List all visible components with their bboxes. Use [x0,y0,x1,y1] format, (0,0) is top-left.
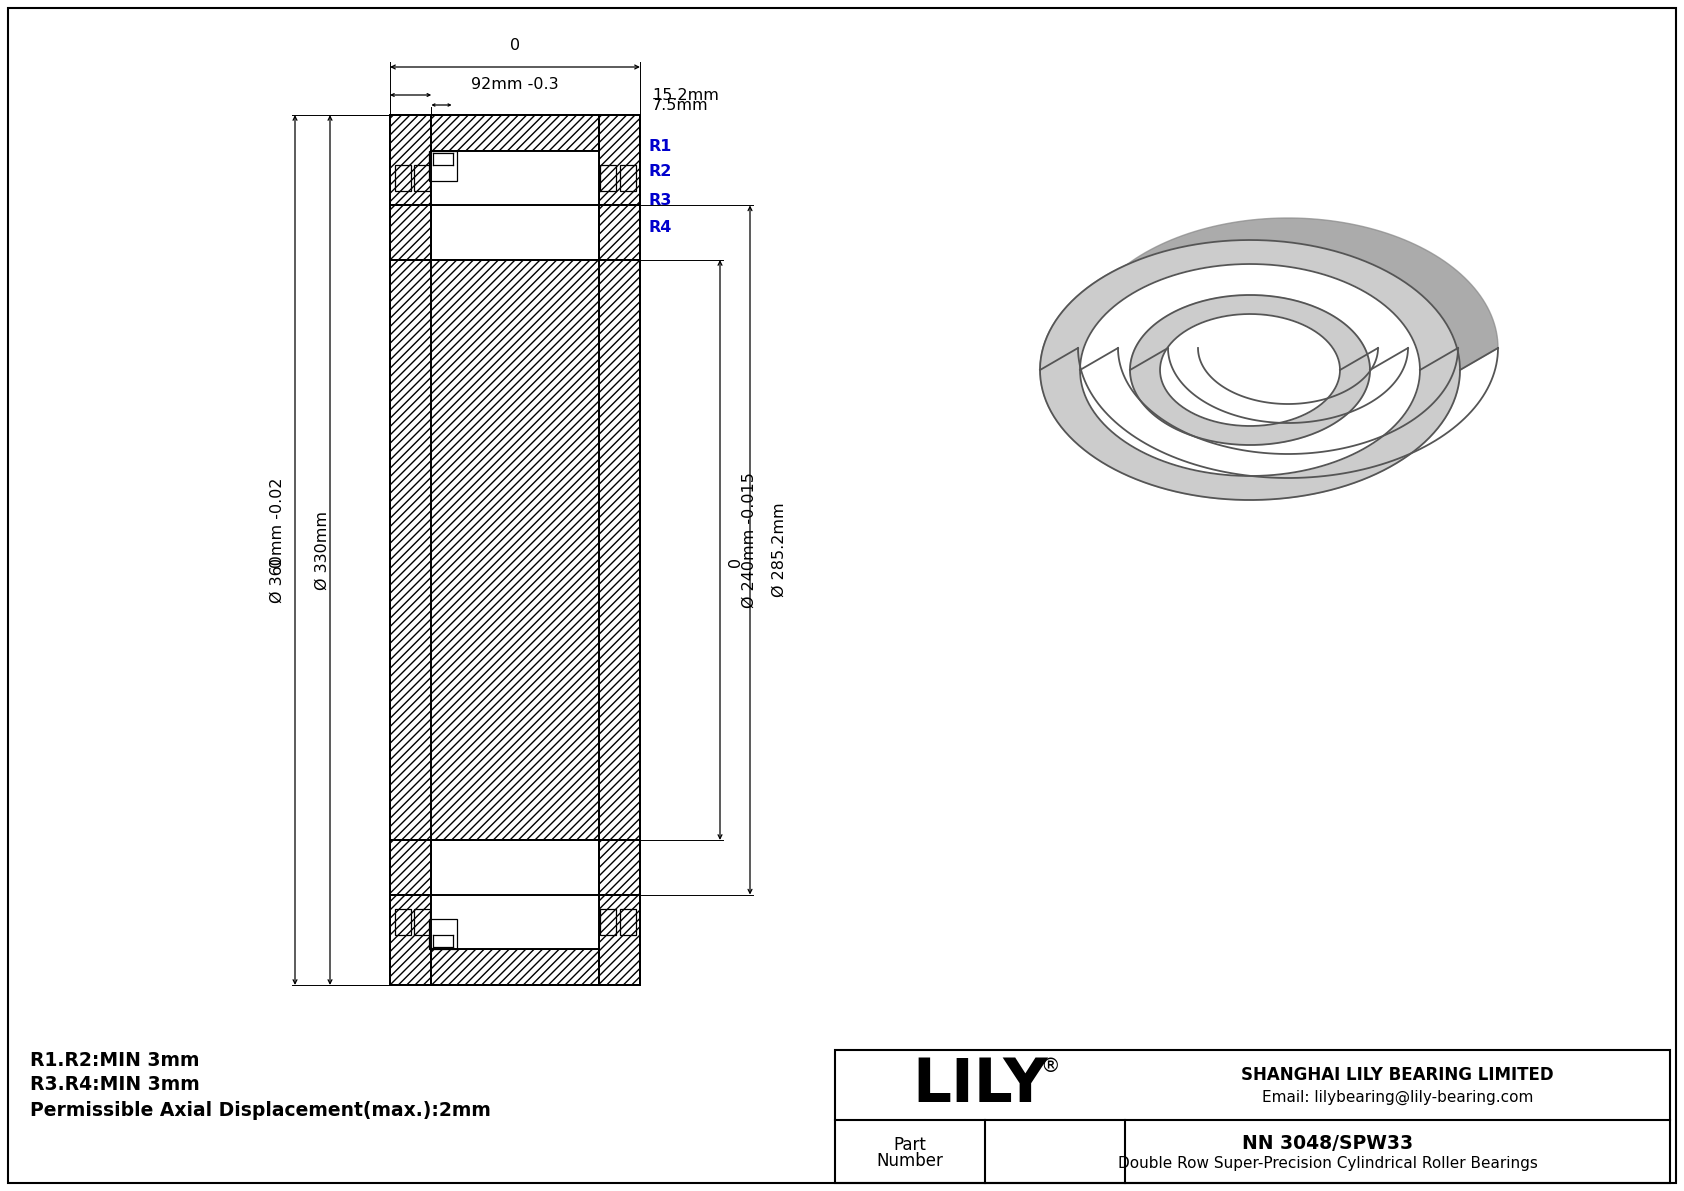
Text: R3: R3 [648,193,672,208]
Polygon shape [431,116,600,151]
Polygon shape [396,909,411,935]
Polygon shape [391,116,431,985]
Text: 92mm -0.3: 92mm -0.3 [472,77,559,92]
Polygon shape [1079,264,1420,476]
Text: 15.2mm: 15.2mm [652,87,719,102]
Text: 0: 0 [269,557,285,567]
Polygon shape [429,151,458,181]
Text: SHANGHAI LILY BEARING LIMITED: SHANGHAI LILY BEARING LIMITED [1241,1066,1554,1084]
Text: Number: Number [877,1153,943,1171]
Polygon shape [600,205,640,260]
Polygon shape [620,909,637,935]
Text: 0: 0 [510,38,520,54]
Polygon shape [600,116,640,985]
Polygon shape [1041,241,1460,500]
Polygon shape [391,840,431,894]
Text: R1.R2:MIN 3mm: R1.R2:MIN 3mm [30,1050,199,1070]
Text: Ø 360mm -0.02: Ø 360mm -0.02 [269,478,285,603]
Text: 7.5mm: 7.5mm [652,98,709,112]
Text: Ø 330mm: Ø 330mm [315,511,330,590]
Text: Double Row Super-Precision Cylindrical Roller Bearings: Double Row Super-Precision Cylindrical R… [1118,1156,1537,1171]
Text: R1: R1 [648,138,672,154]
Polygon shape [431,949,600,985]
Text: Ø 240mm -0.015: Ø 240mm -0.015 [743,472,758,607]
Polygon shape [414,909,429,935]
Text: Permissible Axial Displacement(max.):2mm: Permissible Axial Displacement(max.):2mm [30,1100,490,1120]
Text: ®: ® [1041,1058,1059,1077]
Text: NN 3048/SPW33: NN 3048/SPW33 [1241,1134,1413,1153]
Text: R2: R2 [648,163,672,179]
Polygon shape [431,151,461,205]
Polygon shape [1160,314,1340,426]
Polygon shape [600,166,616,192]
Polygon shape [391,205,431,260]
Polygon shape [391,260,640,840]
Text: LILY: LILY [913,1055,1047,1115]
Polygon shape [431,151,600,949]
Polygon shape [414,166,429,192]
Polygon shape [396,166,411,192]
Polygon shape [600,909,616,935]
Text: Ø 285.2mm: Ø 285.2mm [771,503,786,598]
Polygon shape [620,166,637,192]
Polygon shape [1041,218,1499,370]
Polygon shape [600,840,640,894]
Text: Email: lilybearing@lily-bearing.com: Email: lilybearing@lily-bearing.com [1261,1090,1532,1104]
Text: R4: R4 [648,220,672,235]
Polygon shape [1130,295,1371,445]
Polygon shape [429,919,458,949]
Text: R3.R4:MIN 3mm: R3.R4:MIN 3mm [30,1075,200,1095]
Text: Part: Part [894,1136,926,1154]
Polygon shape [1160,292,1378,370]
Text: 0: 0 [727,557,743,567]
